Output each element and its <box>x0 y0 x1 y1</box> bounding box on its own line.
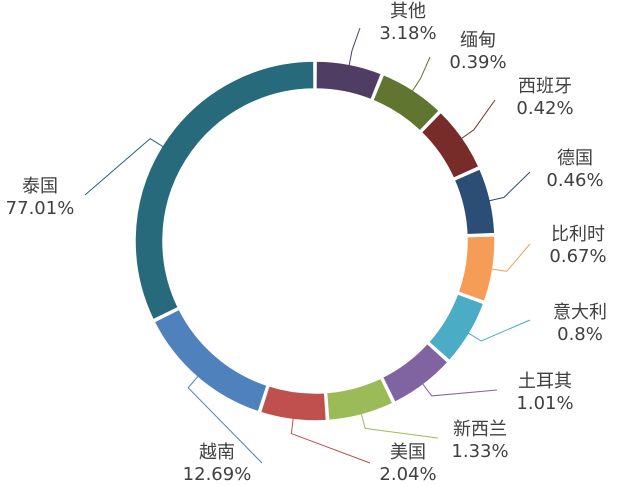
slice-label-value: 0.39% <box>449 52 506 73</box>
slice-label-value: 0.67% <box>549 246 606 267</box>
leader-line-比利时 <box>482 243 531 272</box>
leader-line-西班牙 <box>453 99 496 144</box>
slice-label-name: 比利时 <box>551 224 605 245</box>
leader-line-新西兰 <box>358 405 439 439</box>
slice-label-name: 西班牙 <box>518 76 572 97</box>
slice-label-name: 土耳其 <box>518 371 572 392</box>
donut-slices <box>134 60 496 422</box>
donut-slice-缅甸 <box>371 73 441 133</box>
donut-slice-土耳其 <box>381 342 450 404</box>
leader-lines <box>84 27 531 464</box>
slice-label-name: 新西兰 <box>453 419 507 440</box>
slice-label-value: 1.01% <box>516 393 573 414</box>
donut-slice-西班牙 <box>420 111 480 180</box>
slice-label-value: 3.18% <box>379 23 436 44</box>
slice-label-name: 缅甸 <box>460 30 496 51</box>
slice-label-name: 越南 <box>199 442 235 463</box>
leader-line-越南 <box>187 369 263 464</box>
slice-label-value: 0.46% <box>546 170 603 191</box>
leader-line-德国 <box>480 171 531 204</box>
donut-slice-其他 <box>315 60 383 101</box>
slice-label-value: 1.33% <box>451 441 508 462</box>
leader-line-其他 <box>346 27 361 75</box>
donut-slice-意大利 <box>427 292 485 362</box>
slice-label-value: 12.69% <box>183 464 252 485</box>
slice-label-value: 0.42% <box>516 98 573 119</box>
slice-label-name: 泰国 <box>22 176 58 197</box>
leader-line-缅甸 <box>407 56 431 99</box>
slice-label-value: 2.04% <box>379 464 436 485</box>
leader-line-美国 <box>290 409 371 464</box>
donut-slice-德国 <box>453 167 496 236</box>
leader-line-土耳其 <box>416 376 498 397</box>
donut-slice-越南 <box>153 308 269 413</box>
slice-label-value: 77.01% <box>6 198 75 219</box>
donut-slice-新西兰 <box>325 377 394 422</box>
slice-label-value: 0.8% <box>557 324 603 345</box>
slice-label-name: 美国 <box>390 442 426 463</box>
slice-label-name: 其他 <box>390 1 426 22</box>
leader-line-泰国 <box>84 138 171 196</box>
leader-line-意大利 <box>460 319 531 342</box>
donut-slice-比利时 <box>457 235 496 303</box>
donut-slice-美国 <box>259 384 328 422</box>
slice-label-name: 德国 <box>557 148 593 169</box>
slice-label-name: 意大利 <box>553 302 607 323</box>
donut-slice-泰国 <box>134 60 315 321</box>
